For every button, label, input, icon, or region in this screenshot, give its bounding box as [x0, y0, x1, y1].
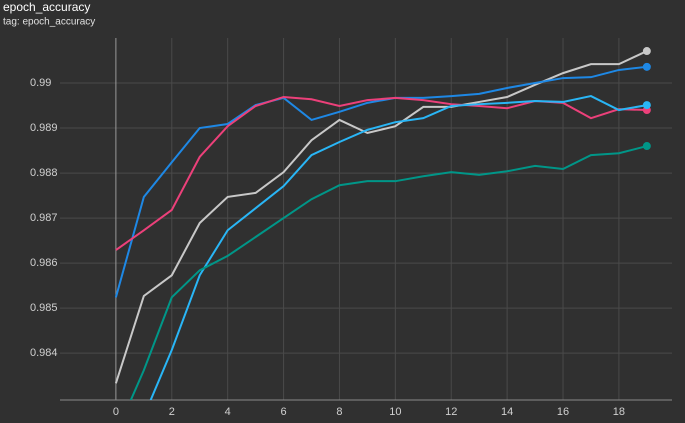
x-tick-label: 4 — [225, 406, 231, 418]
chart-subtitle: tag: epoch_accuracy — [3, 17, 95, 28]
x-tick-label: 6 — [280, 406, 286, 418]
series-line — [149, 95, 648, 400]
end-point — [642, 62, 651, 71]
series-line — [129, 145, 648, 400]
series-line — [114, 50, 648, 384]
y-tick-label: 0.99 — [30, 77, 51, 89]
x-tick-label: 10 — [389, 406, 401, 418]
x-tick-label: 16 — [557, 406, 569, 418]
plot-area — [114, 47, 651, 400]
x-tick-label: 12 — [445, 406, 457, 418]
series-line — [114, 65, 647, 298]
x-tick-label: 18 — [613, 406, 625, 418]
y-tick-label: 0.988 — [30, 167, 58, 179]
end-point — [642, 101, 651, 110]
y-tick-label: 0.987 — [30, 212, 58, 224]
x-tick-label: 8 — [336, 406, 342, 418]
end-point — [642, 47, 651, 56]
y-tick-label: 0.986 — [30, 257, 58, 269]
end-point — [642, 142, 651, 151]
y-tick-label: 0.984 — [30, 347, 58, 359]
chart-title: epoch_accuracy — [3, 0, 90, 14]
grid — [60, 38, 672, 401]
x-tick-label: 0 — [113, 406, 119, 418]
y-tick-label: 0.989 — [30, 122, 58, 134]
x-tick-label: 14 — [501, 406, 513, 418]
y-tick-label: 0.985 — [30, 302, 58, 314]
x-tick-label: 2 — [169, 406, 175, 418]
